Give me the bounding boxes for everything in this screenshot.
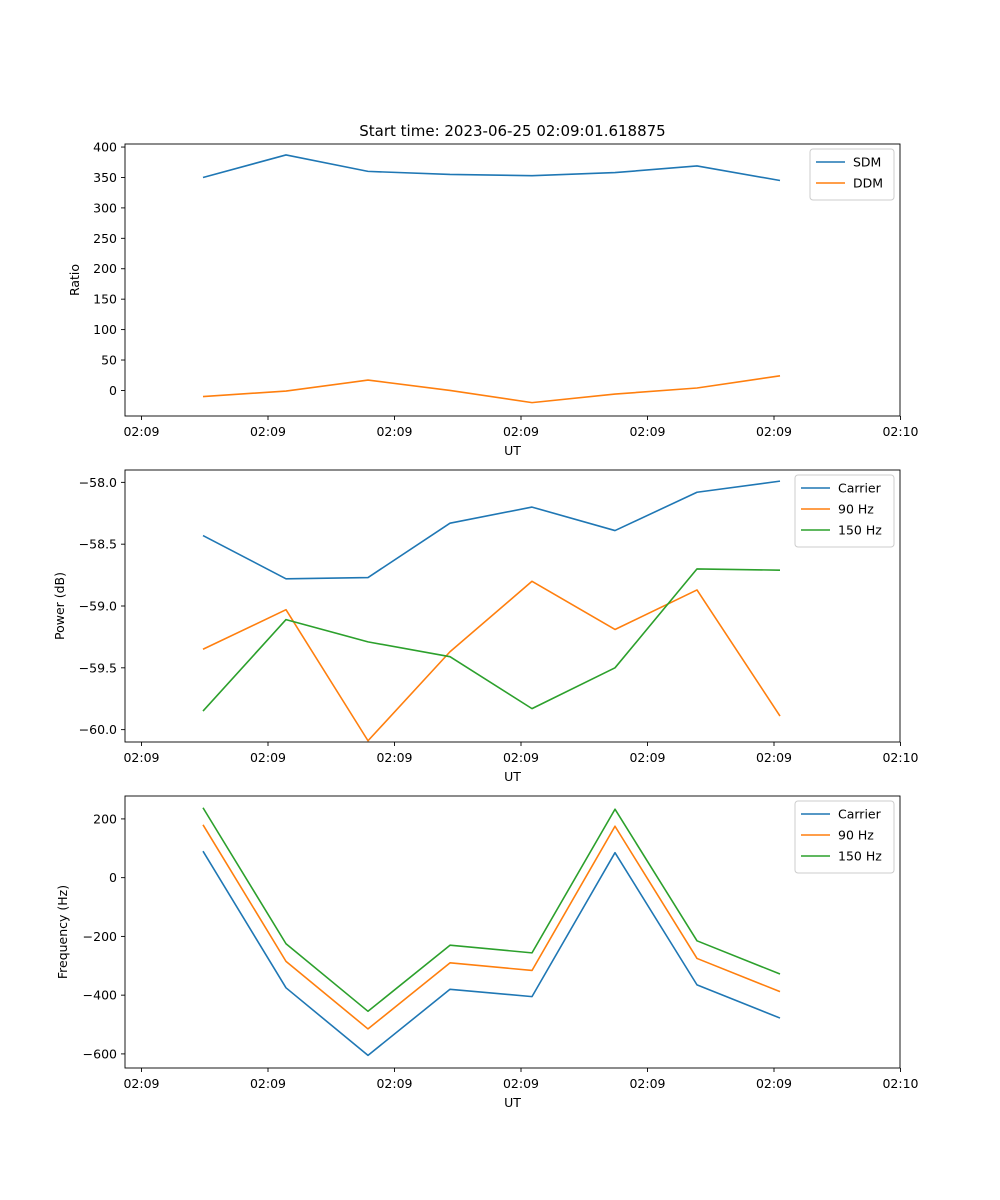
y-tick-label: 0 xyxy=(109,870,117,885)
legend-label-sdm: SDM xyxy=(853,155,881,170)
chart-panel-2: 02:09 02:09 02:09 02:09 02:09 02:09 02:10 −60.0… xyxy=(52,469,919,784)
y-tick-label: −200 xyxy=(83,929,117,944)
x-tick-label: 02:09 xyxy=(503,1076,539,1091)
series-line-carrier xyxy=(202,480,781,580)
x-axis-label: UT xyxy=(504,1095,521,1110)
series-line-150-hz xyxy=(202,568,781,712)
legend-label-ddm: DDM xyxy=(853,176,883,191)
x-tick-label: 02:09 xyxy=(503,424,539,439)
y-axis-label: Ratio xyxy=(67,264,82,296)
y-axis-label: Frequency (Hz) xyxy=(55,885,70,979)
x-tick-label: 02:09 xyxy=(123,1076,159,1091)
legend-label-carrier: Carrier xyxy=(838,807,882,822)
y-tick-label: −400 xyxy=(83,988,117,1003)
x-tick-label: 02:10 xyxy=(882,424,918,439)
y-tick-label: −58.5 xyxy=(79,537,117,552)
x-tick-label: 02:09 xyxy=(629,1076,665,1091)
y-tick-label: 300 xyxy=(93,200,117,215)
figure-title: Start time: 2023-06-25 02:09:01.618875 xyxy=(359,122,665,140)
legend-label-90-hz: 90 Hz xyxy=(838,502,874,517)
axes-frame xyxy=(124,143,901,417)
y-tick-label: 0 xyxy=(109,383,117,398)
y-tick-label: −59.0 xyxy=(79,599,117,614)
legend-label-90-hz: 90 Hz xyxy=(838,828,874,843)
series-line-sdm xyxy=(202,154,781,182)
series-line-90-hz xyxy=(202,824,781,1030)
x-tick-label: 02:10 xyxy=(882,750,918,765)
y-tick-label: 100 xyxy=(93,322,117,337)
chart-panel-1: 02:09 02:09 02:09 02:09 02:09 02:09 02:10 0 50 10… xyxy=(67,140,919,458)
x-tick-label: 02:09 xyxy=(629,424,665,439)
x-tick-label: 02:09 xyxy=(376,424,412,439)
series-line-90-hz xyxy=(202,580,781,742)
chart-panel-3: 02:09 02:09 02:09 02:09 02:09 02:09 02:10 −600 −… xyxy=(55,795,919,1110)
y-tick-label: −58.0 xyxy=(79,475,117,490)
series-line-carrier xyxy=(202,850,781,1057)
x-tick-label: 02:09 xyxy=(376,750,412,765)
legend-box xyxy=(794,800,895,874)
y-tick-label: 200 xyxy=(93,811,117,826)
axes-frame xyxy=(124,795,901,1069)
x-tick-label: 02:10 xyxy=(882,1076,918,1091)
y-tick-label: 50 xyxy=(101,353,117,368)
x-tick-label: 02:09 xyxy=(756,1076,792,1091)
legend-label-150-hz: 150 Hz xyxy=(838,523,882,538)
x-tick-label: 02:09 xyxy=(756,750,792,765)
y-tick-label: 400 xyxy=(93,140,117,155)
x-tick-label: 02:09 xyxy=(250,424,286,439)
x-tick-label: 02:09 xyxy=(123,424,159,439)
y-tick-label: 200 xyxy=(93,261,117,276)
charts-container: 02:09 02:09 02:09 02:09 02:09 02:09 02:10 0 50 10… xyxy=(52,140,919,1110)
y-tick-label: −600 xyxy=(83,1046,117,1061)
x-tick-label: 02:09 xyxy=(376,1076,412,1091)
legend-box xyxy=(794,474,895,548)
y-tick-label: 350 xyxy=(93,170,117,185)
x-tick-label: 02:09 xyxy=(250,750,286,765)
y-axis-label: Power (dB) xyxy=(52,572,67,640)
legend-label-carrier: Carrier xyxy=(838,481,882,496)
x-tick-label: 02:09 xyxy=(756,424,792,439)
y-tick-label: −60.0 xyxy=(79,722,117,737)
x-tick-label: 02:09 xyxy=(629,750,665,765)
legend-label-150-hz: 150 Hz xyxy=(838,849,882,864)
x-axis-label: UT xyxy=(504,769,521,784)
x-tick-label: 02:09 xyxy=(503,750,539,765)
x-axis-label: UT xyxy=(504,443,521,458)
y-tick-label: 250 xyxy=(93,231,117,246)
series-line-150-hz xyxy=(202,807,781,1013)
x-tick-label: 02:09 xyxy=(123,750,159,765)
series-line-ddm xyxy=(202,375,781,404)
y-tick-label: 150 xyxy=(93,292,117,307)
x-tick-label: 02:09 xyxy=(250,1076,286,1091)
y-tick-label: −59.5 xyxy=(79,660,117,675)
legend-box xyxy=(809,148,895,201)
